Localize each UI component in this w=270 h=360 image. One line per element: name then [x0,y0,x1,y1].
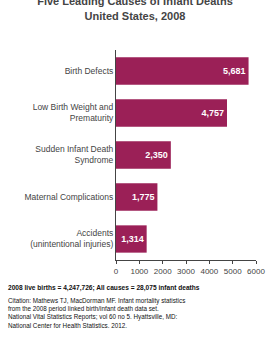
svg-text:Accidents(unintentional injuri: Accidents(unintentional injuries) [30,228,113,249]
svg-text:6000: 6000 [247,267,265,276]
svg-text:4000: 4000 [200,267,218,276]
svg-text:Sudden Infant DeathSyndrome: Sudden Infant DeathSyndrome [35,144,113,165]
svg-text:2008 live births = 4,247,726;: 2008 live births = 4,247,726; All causes… [8,284,200,292]
svg-text:5,681: 5,681 [223,66,246,76]
svg-text:1,314: 1,314 [121,234,144,244]
svg-text:4,757: 4,757 [201,108,224,118]
svg-text:0: 0 [114,267,119,276]
svg-text:Birth Defects: Birth Defects [65,66,114,76]
svg-text:5000: 5000 [224,267,242,276]
svg-text:Low Birth Weight andPrematurit: Low Birth Weight andPrematurity [33,102,114,123]
svg-text:2000: 2000 [154,267,172,276]
svg-text:Citation: Mathews TJ, MacDorma: Citation: Mathews TJ, MacDorman MF. Infa… [8,297,185,329]
svg-text:Maternal Complications: Maternal Complications [24,192,113,202]
svg-text:Five Leading Causes of Infant: Five Leading Causes of Infant DeathsUnit… [37,0,233,22]
svg-text:1,775: 1,775 [132,192,155,202]
svg-text:3000: 3000 [177,267,195,276]
svg-text:2,350: 2,350 [145,150,168,160]
svg-text:1000: 1000 [130,267,148,276]
